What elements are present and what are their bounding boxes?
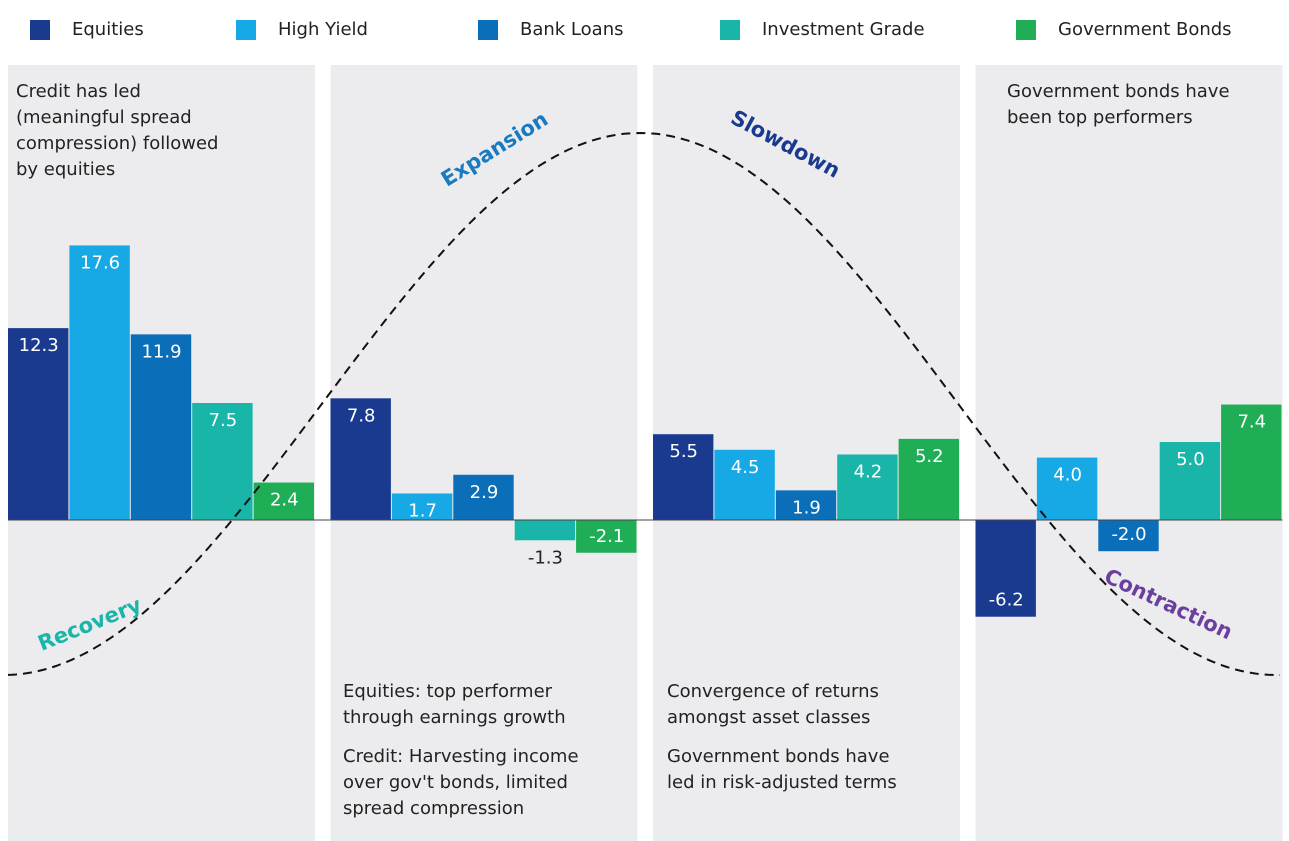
value-label: 5.5 bbox=[669, 441, 698, 462]
bar bbox=[653, 434, 714, 520]
annotation: led in risk-adjusted terms bbox=[667, 772, 897, 793]
value-label: -6.2 bbox=[989, 590, 1024, 611]
value-label: 4.5 bbox=[731, 457, 760, 478]
value-label: 5.2 bbox=[915, 446, 944, 467]
bar bbox=[453, 474, 514, 520]
annotation: (meaningful spread bbox=[16, 107, 192, 128]
value-label: 7.8 bbox=[347, 405, 376, 426]
bar bbox=[514, 520, 576, 541]
value-label: 17.6 bbox=[80, 252, 120, 273]
legend-label: High Yield bbox=[278, 19, 368, 40]
legend-label: Government Bonds bbox=[1058, 19, 1232, 40]
bar bbox=[775, 490, 837, 520]
bar bbox=[130, 334, 192, 520]
bar bbox=[253, 482, 314, 520]
annotation: Government bonds have bbox=[667, 746, 890, 767]
value-label: -2.0 bbox=[1111, 524, 1146, 545]
annotation: Equities: top performer bbox=[343, 681, 553, 702]
value-label: 2.4 bbox=[270, 490, 299, 511]
bar bbox=[576, 520, 637, 553]
value-label: 4.0 bbox=[1053, 465, 1082, 486]
bar bbox=[192, 403, 253, 520]
bar bbox=[69, 245, 130, 520]
value-label: 7.4 bbox=[1237, 412, 1266, 433]
legend-label: Investment Grade bbox=[762, 19, 925, 40]
value-label: -1.3 bbox=[528, 547, 563, 568]
value-label: -2.1 bbox=[589, 526, 624, 547]
annotation: Credit: Harvesting income bbox=[343, 746, 579, 767]
bar bbox=[975, 520, 1036, 617]
legend-swatch bbox=[1016, 20, 1036, 40]
value-label: 4.2 bbox=[854, 461, 883, 482]
bar bbox=[898, 438, 959, 520]
bar bbox=[714, 449, 775, 520]
bar bbox=[1036, 457, 1098, 520]
legend-swatch bbox=[720, 20, 740, 40]
legend-swatch bbox=[236, 20, 256, 40]
value-label: 1.7 bbox=[408, 500, 437, 521]
legend-swatch bbox=[30, 20, 50, 40]
annotation: Convergence of returns bbox=[667, 681, 879, 702]
bar bbox=[330, 398, 391, 520]
annotation: Credit has led bbox=[16, 81, 141, 102]
value-label: 12.3 bbox=[19, 335, 59, 356]
annotation: amongst asset classes bbox=[667, 707, 870, 728]
value-label: 11.9 bbox=[141, 341, 181, 362]
annotation: by equities bbox=[16, 159, 115, 180]
annotation: through earnings growth bbox=[343, 707, 566, 728]
bar bbox=[1221, 404, 1282, 520]
bar bbox=[1159, 442, 1221, 520]
legend-swatch bbox=[478, 20, 498, 40]
annotation: over gov't bonds, limited bbox=[343, 772, 568, 793]
annotation: Government bonds have bbox=[1007, 81, 1230, 102]
cycle-curve bbox=[7, 131, 1280, 676]
value-label: 2.9 bbox=[470, 482, 499, 503]
legend-label: Bank Loans bbox=[520, 19, 623, 40]
annotation: spread compression bbox=[343, 798, 524, 819]
annotation: been top performers bbox=[1007, 107, 1193, 128]
bar bbox=[8, 328, 69, 520]
value-label: 7.5 bbox=[209, 410, 238, 431]
bar bbox=[837, 454, 898, 520]
annotation: compression) followed bbox=[16, 133, 218, 154]
legend-label: Equities bbox=[72, 19, 144, 40]
value-label: 5.0 bbox=[1176, 449, 1205, 470]
value-label: 1.9 bbox=[792, 497, 821, 518]
bar bbox=[391, 493, 453, 520]
bar bbox=[1098, 520, 1159, 552]
